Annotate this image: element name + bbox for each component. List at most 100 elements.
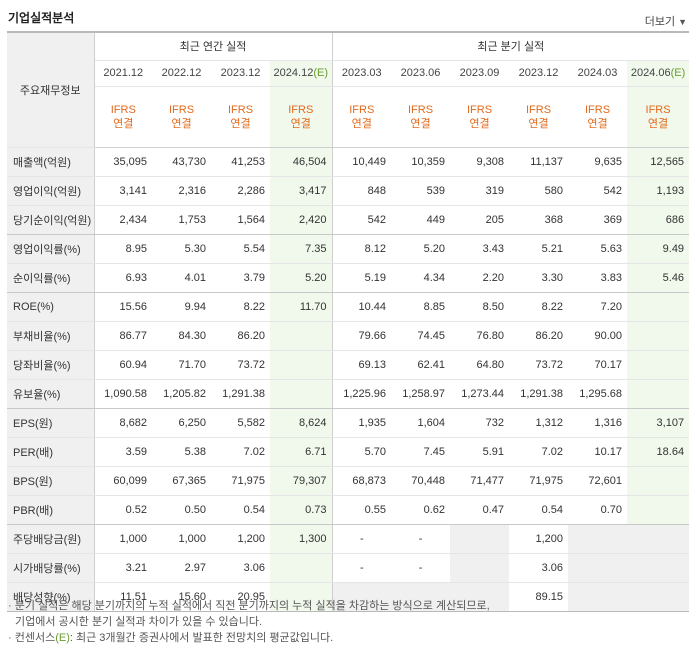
basis-quarter-4: IFRS 연결 xyxy=(568,86,628,148)
cell-quarter: 0.55 xyxy=(331,495,392,525)
basis-quarter-2: IFRS 연결 xyxy=(450,86,510,148)
row-label: 영업이익률(%) xyxy=(7,234,95,264)
cell-annual: 60.94 xyxy=(94,350,152,380)
cell-annual: 67,365 xyxy=(152,466,211,496)
cell-annual xyxy=(270,379,333,409)
cell-annual: 3.59 xyxy=(94,437,152,467)
cell-annual: 1,753 xyxy=(152,205,211,235)
section-header: 기업실적분석 더보기 ▼ xyxy=(0,0,697,30)
cell-annual: 46,504 xyxy=(270,147,333,177)
cell-annual: 79,307 xyxy=(270,466,333,496)
cell-quarter: 1,295.68 xyxy=(568,379,628,409)
cell-annual: 41,253 xyxy=(211,147,270,177)
row-label: BPS(원) xyxy=(7,466,95,496)
cell-quarter: 848 xyxy=(331,176,392,206)
cell-quarter: 319 xyxy=(450,176,510,206)
cell-annual: 5.20 xyxy=(270,263,333,293)
cell-annual: 60,099 xyxy=(94,466,152,496)
cell-quarter: 90.00 xyxy=(568,321,628,351)
cell-quarter: 0.54 xyxy=(509,495,569,525)
cell-quarter: 72,601 xyxy=(568,466,628,496)
cell-quarter xyxy=(450,553,510,583)
table-row: 영업이익(억원) 3,141 2,316 2,286 3,417 848 539 319 580… xyxy=(7,176,690,206)
group-annual-header: 최근 연간 실적 xyxy=(94,31,333,61)
table-row: PER(배) 3.59 5.38 7.02 6.71 5.70 7.45 5.91 7.02 10… xyxy=(7,437,690,467)
more-label: 더보기 xyxy=(644,16,676,28)
cell-annual: 1,000 xyxy=(152,524,211,554)
cell-quarter: 3.83 xyxy=(568,263,628,293)
cell-quarter: 1,312 xyxy=(509,408,569,438)
table-row: 유보율(%) 1,090.58 1,205.82 1,291.38 1,225.96 1,… xyxy=(7,379,690,409)
cell-annual: 2,286 xyxy=(211,176,270,206)
cell-quarter: 542 xyxy=(568,176,628,206)
cell-quarter xyxy=(568,553,628,583)
row-label: 영업이익(억원) xyxy=(7,176,95,206)
table-row: BPS(원) 60,099 67,365 71,975 79,307 68,873 70,4… xyxy=(7,466,690,496)
cell-quarter: 12,565 xyxy=(627,147,690,177)
basis-quarter-5: IFRS 연결 xyxy=(627,86,690,148)
cell-quarter: 79.66 xyxy=(331,321,392,351)
cell-quarter xyxy=(450,524,510,554)
cell-annual: 1,300 xyxy=(270,524,333,554)
period-quarter-0: 2023.03 xyxy=(331,60,392,87)
cell-annual: 73.72 xyxy=(211,350,270,380)
row-label: 당기순이익(억원) xyxy=(7,205,95,235)
cell-quarter xyxy=(627,466,690,496)
table-row: 영업이익률(%) 8.95 5.30 5.54 7.35 8.12 5.20 3.43 5.21… xyxy=(7,234,690,264)
row-label: PER(배) xyxy=(7,437,95,467)
cell-quarter: 1,193 xyxy=(627,176,690,206)
footnote-1-cont: 기업에서 공시한 분기 실적과 차이가 있을 수 있습니다. xyxy=(15,616,263,628)
row-label: 순이익률(%) xyxy=(7,263,95,293)
row-label: 주당배당금(원) xyxy=(7,524,95,554)
footnote-1: · 분기 실적은 해당 분기까지의 누적 실적에서 직전 분기까지의 누적 실적… xyxy=(8,600,490,612)
cell-quarter: 8.85 xyxy=(391,292,451,322)
cell-annual: 5.54 xyxy=(211,234,270,264)
cell-annual: 3,417 xyxy=(270,176,333,206)
cell-annual: 35,095 xyxy=(94,147,152,177)
cell-annual: 3,141 xyxy=(94,176,152,206)
cell-annual: 84.30 xyxy=(152,321,211,351)
cell-quarter: 71,975 xyxy=(509,466,569,496)
cell-quarter: 5.91 xyxy=(450,437,510,467)
cell-quarter xyxy=(627,582,690,612)
cell-annual: 5.30 xyxy=(152,234,211,264)
cell-annual: 2,434 xyxy=(94,205,152,235)
table-row: 부채비율(%) 86.77 84.30 86.20 79.66 74.45 76.80 86.… xyxy=(7,321,690,351)
cell-annual: 2,420 xyxy=(270,205,333,235)
cell-quarter: 1,273.44 xyxy=(450,379,510,409)
basis-quarter-3: IFRS 연결 xyxy=(509,86,569,148)
cell-quarter: 70.17 xyxy=(568,350,628,380)
cell-quarter: 686 xyxy=(627,205,690,235)
cell-quarter: - xyxy=(391,524,451,554)
cell-quarter: 5.20 xyxy=(391,234,451,264)
cell-quarter: 10,449 xyxy=(331,147,392,177)
cell-annual: 1,200 xyxy=(211,524,270,554)
cell-quarter: 4.34 xyxy=(391,263,451,293)
section-title: 기업실적분석 xyxy=(8,11,75,25)
cell-quarter: 580 xyxy=(509,176,569,206)
cell-quarter: 3.06 xyxy=(509,553,569,583)
cell-annual: 86.77 xyxy=(94,321,152,351)
chevron-down-icon: ▼ xyxy=(678,17,687,27)
cell-annual: 0.54 xyxy=(211,495,270,525)
footnote-2: · 컨센서스(E): 최근 3개월간 증권사에서 발표한 전망치의 평균값입니다… xyxy=(8,632,334,644)
period-quarter-5: 2024.06(E) xyxy=(627,60,690,87)
cell-annual: 7.02 xyxy=(211,437,270,467)
cell-quarter: 1,225.96 xyxy=(331,379,392,409)
cell-annual: 1,000 xyxy=(94,524,152,554)
cell-annual: 0.50 xyxy=(152,495,211,525)
cell-annual: 15.60 xyxy=(152,582,211,612)
table-row: EPS(원) 8,682 6,250 5,582 8,624 1,935 1,604 732 1… xyxy=(7,408,690,438)
cell-annual: 3.21 xyxy=(94,553,152,583)
cell-quarter: 9.49 xyxy=(627,234,690,264)
cell-annual: 7.35 xyxy=(270,234,333,264)
cell-quarter: 5.21 xyxy=(509,234,569,264)
cell-annual: 5,582 xyxy=(211,408,270,438)
cell-quarter: 76.80 xyxy=(450,321,510,351)
cell-quarter: 7.20 xyxy=(568,292,628,322)
cell-quarter: 64.80 xyxy=(450,350,510,380)
cell-annual: 1,090.58 xyxy=(94,379,152,409)
cell-quarter: 8.50 xyxy=(450,292,510,322)
more-button[interactable]: 더보기 ▼ xyxy=(645,13,687,29)
cell-annual: 11.70 xyxy=(270,292,333,322)
